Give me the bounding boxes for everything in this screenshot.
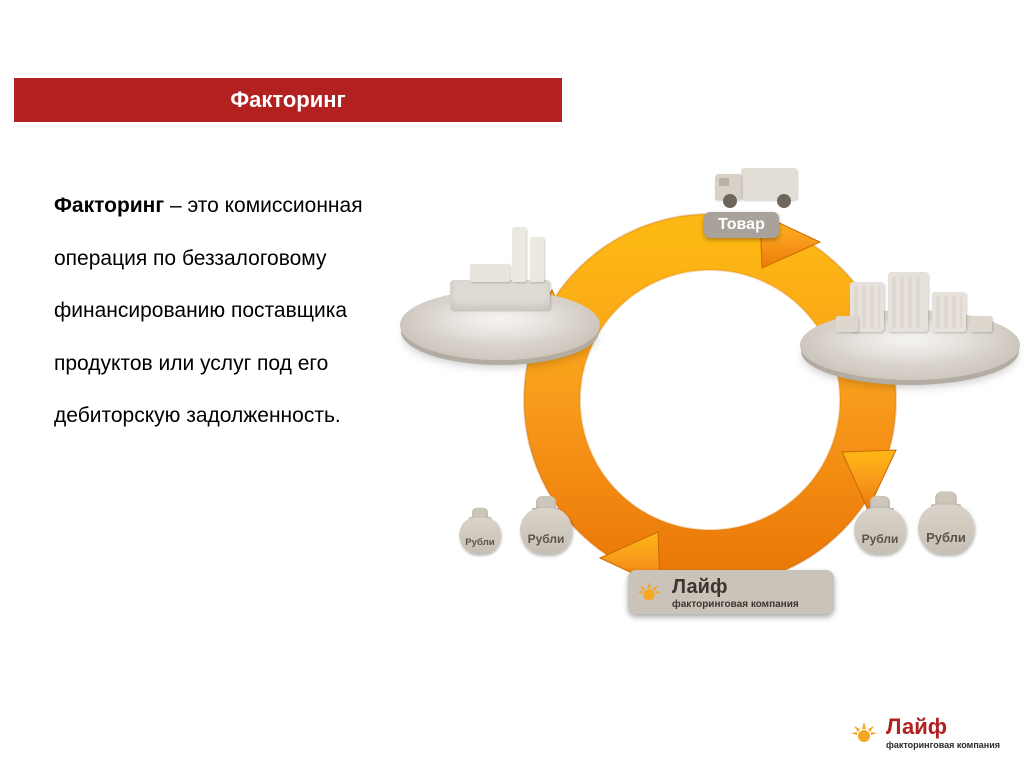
footer-logo: Лайф факторинговая компания	[848, 714, 1000, 750]
money-bag-icon: Рубли	[456, 503, 504, 554]
money-bag-icon: Рубли	[914, 485, 979, 554]
money-bags-left: Рубли Рубли	[450, 490, 576, 554]
factoring-company-card: Лайф факторинговая компания	[628, 570, 834, 614]
footer-brand-subtitle: факторинговая компания	[886, 740, 1000, 750]
bag-label: Рубли	[516, 532, 576, 546]
definition-term: Факторинг	[54, 194, 164, 217]
definition-text: Факторинг – это комиссионная операция по…	[54, 180, 394, 443]
definition-rest: это комиссионная операция по беззалогово…	[54, 194, 363, 427]
definition-dash: –	[164, 194, 187, 217]
bag-label: Рубли	[850, 532, 910, 546]
bag-label: Рубли	[456, 536, 504, 547]
brand-name: Лайф	[672, 576, 822, 599]
money-bags-right: Рубли Рубли	[850, 490, 976, 554]
money-bag-icon: Рубли	[516, 490, 576, 554]
sun-icon	[634, 576, 664, 606]
truck-icon	[715, 160, 805, 210]
sun-icon	[848, 716, 880, 748]
goods-label: Товар	[704, 212, 779, 238]
footer-brand-name: Лайф	[886, 714, 1000, 740]
title-bar: Факторинг	[14, 78, 562, 122]
slide: Факторинг Факторинг – это комиссионная о…	[0, 0, 1024, 768]
brand-subtitle: факторинговая компания	[672, 599, 822, 610]
factoring-cycle-diagram: Товар Рубли Рубли	[430, 140, 990, 640]
money-bag-icon: Рубли	[850, 490, 910, 554]
bag-label: Рубли	[914, 530, 979, 545]
